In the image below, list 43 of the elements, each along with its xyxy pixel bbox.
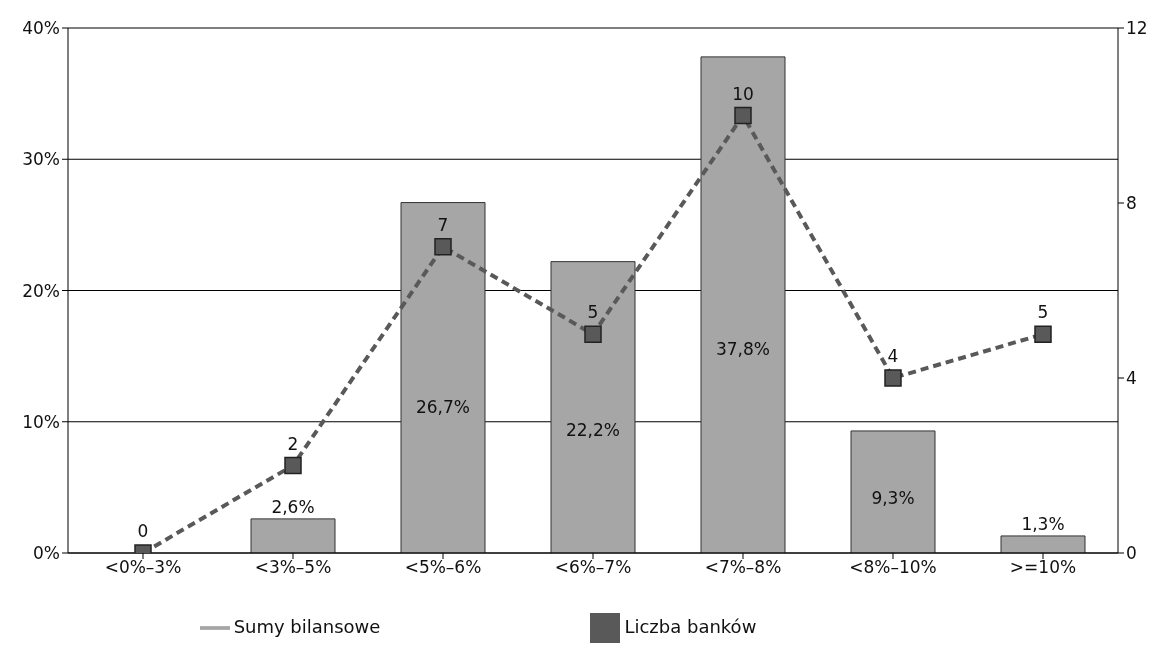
y-tick-label: 0%: [33, 543, 60, 564]
data-label: 2,6%: [271, 496, 315, 517]
point: [434, 238, 452, 256]
y2-tick-label: 4: [1126, 368, 1137, 389]
point: [884, 369, 902, 387]
x-tick-label: <8%–10%: [849, 557, 937, 578]
data-label: 10: [732, 83, 754, 104]
data-label: 26,7%: [415, 396, 471, 417]
data-label: 1,3%: [1021, 513, 1065, 534]
data-label: 0: [137, 521, 149, 541]
bar: [700, 56, 786, 553]
x-tick-label: <0%–3%: [104, 557, 182, 578]
y-tick-label: 20%: [22, 280, 60, 301]
x-tick-label: <3%–5%: [254, 557, 332, 578]
y2-tick-label: 12: [1126, 18, 1148, 39]
x-tick-label: >=10%: [1009, 557, 1077, 578]
bar: [400, 202, 486, 553]
data-label: 9,3%: [871, 488, 915, 509]
bar: [850, 430, 936, 553]
data-label: 7: [437, 214, 449, 235]
x-tick-label: <7%–8%: [704, 557, 782, 578]
legend-label: Liczba banków: [624, 616, 757, 637]
y-tick-label: 30%: [22, 149, 60, 170]
y-tick-label: 10%: [22, 411, 60, 432]
data-label: 37,8%: [715, 338, 771, 359]
point: [284, 456, 302, 475]
bar: [1000, 535, 1086, 553]
data-label: 2: [287, 433, 299, 454]
point: [584, 325, 602, 343]
legend-label: Sumy bilansowe: [233, 616, 381, 637]
point: [1034, 325, 1052, 343]
bar: [550, 261, 636, 553]
y2-tick-label: 8: [1126, 193, 1137, 214]
data-label: 22,2%: [565, 420, 621, 441]
y-tick-label: 40%: [22, 18, 60, 39]
x-tick-label: <6%–7%: [554, 557, 632, 578]
data-label: 5: [1037, 302, 1049, 323]
bar: [250, 518, 336, 553]
data-label: 5: [587, 302, 599, 323]
point: [734, 106, 752, 125]
x-tick-label: <5%–6%: [404, 557, 482, 578]
data-label: 4: [887, 346, 899, 366]
y2-tick-label: 0: [1126, 543, 1137, 564]
